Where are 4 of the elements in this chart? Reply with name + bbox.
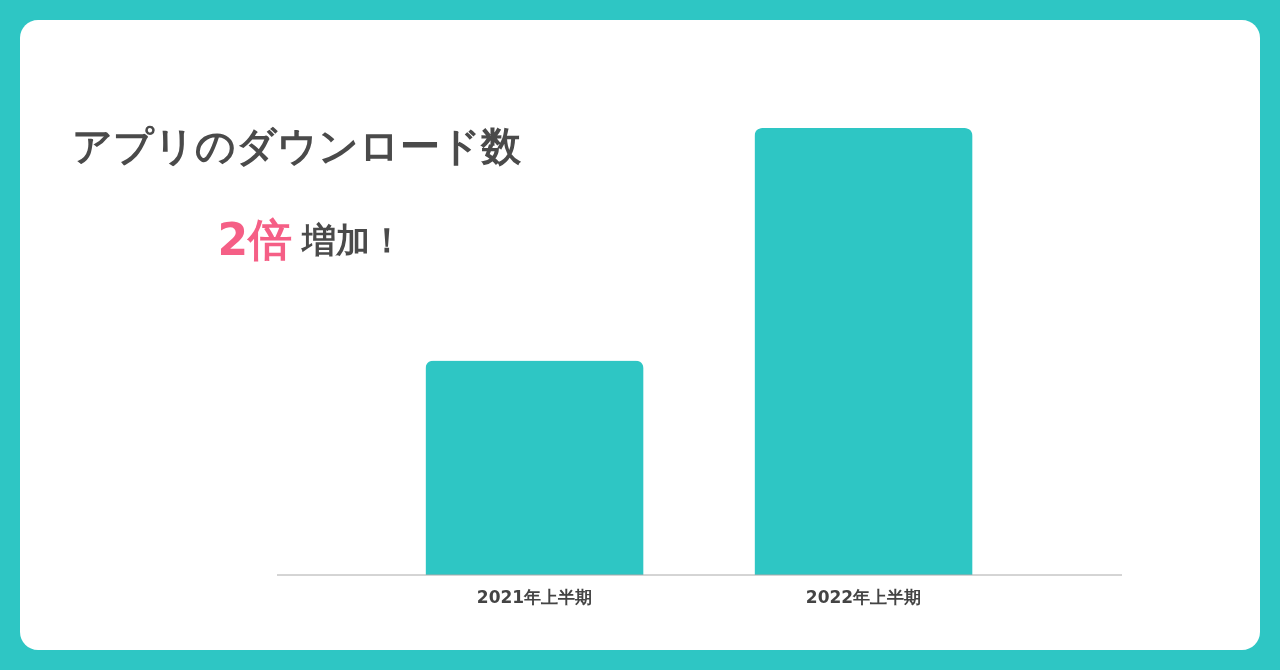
annotation: 2倍 増加！: [217, 214, 404, 265]
chart-title: アプリのダウンロード数: [72, 123, 522, 169]
x-tick-label: 2021年上半期: [476, 586, 593, 607]
x-tick-label: 2022年上半期: [805, 586, 922, 607]
